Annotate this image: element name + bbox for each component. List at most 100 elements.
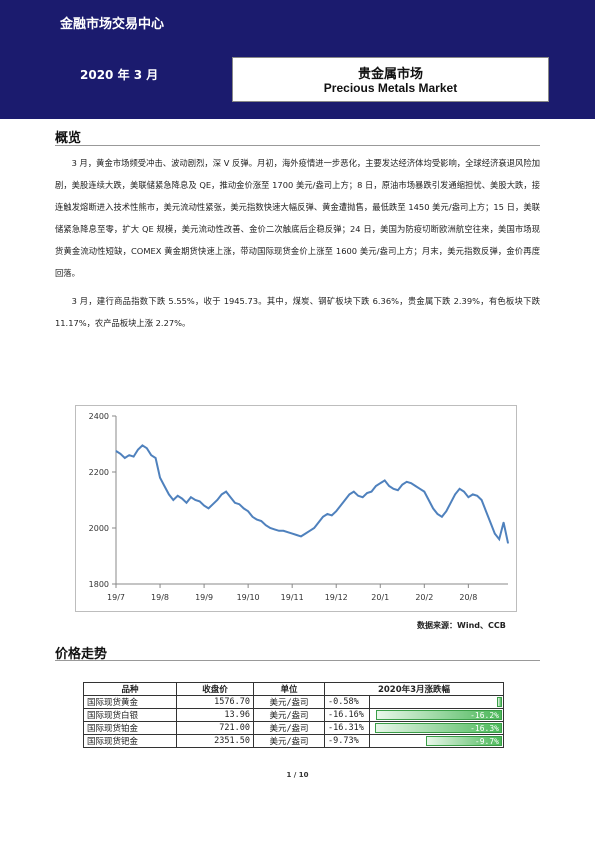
data-point [295, 534, 298, 536]
data-point [146, 447, 148, 449]
data-point [119, 453, 122, 455]
change-pct: -9.73% [324, 734, 370, 748]
data-point [322, 516, 324, 518]
data-point [177, 495, 179, 497]
paragraph: 3 月，黄金市场频受冲击、波动剧烈，深 V 反弹。月初，海外疫情进一步恶化，主要… [55, 158, 540, 278]
x-tick-label: 20/8 [459, 593, 477, 602]
divider [55, 145, 540, 146]
data-point [159, 477, 161, 479]
data-point [326, 513, 329, 515]
close-price: 13.96 [176, 708, 254, 722]
title-box: 贵金属市场 Precious Metals Market [232, 57, 549, 102]
x-tick-label: 19/12 [325, 593, 348, 602]
data-point [423, 491, 425, 493]
data-point [419, 488, 421, 490]
change-bar [497, 697, 502, 707]
change-bar-cell: -16.2% [369, 708, 504, 722]
top-bar: 金融市场交易中心 [0, 0, 595, 46]
data-point [375, 485, 377, 487]
paragraph: 3 月，建行商品指数下跌 5.55%，收于 1945.73。其中，煤炭、钢矿板块… [55, 296, 540, 328]
change-bar-label: -16.3% [470, 724, 499, 733]
data-point [150, 454, 152, 456]
metal-name: 国际现货铂金 [83, 721, 177, 735]
table-header: 品种 收盘价 单位 2020年3月涨跌幅 [83, 682, 504, 696]
data-point [229, 496, 232, 498]
data-point [243, 507, 245, 509]
data-point [141, 444, 144, 446]
data-point [300, 535, 302, 537]
data-point [357, 495, 359, 497]
unit: 美元/盎司 [253, 721, 325, 735]
y-tick-label: 2200 [89, 468, 109, 477]
change-pct: -16.31% [324, 721, 370, 735]
table-row: 国际现货黄金 1576.70 美元/盎司 -0.58% [83, 695, 504, 709]
y-tick-label: 1800 [89, 580, 109, 589]
unit: 美元/盎司 [253, 708, 325, 722]
data-point [445, 510, 447, 512]
change-bar-label: -16.2% [470, 711, 499, 720]
data-point [366, 492, 368, 494]
data-point [199, 500, 201, 502]
chart-svg: 1800 2000 2200 2400 19/7 19/8 19/9 19/10 19/11 19… [89, 412, 509, 602]
data-point [476, 495, 478, 497]
data-point [507, 542, 509, 544]
data-point [282, 530, 284, 532]
data-point [379, 482, 381, 484]
data-point [190, 496, 192, 498]
data-point [304, 533, 306, 535]
data-point [194, 499, 196, 501]
data-point [348, 493, 351, 495]
data-point [406, 481, 408, 483]
data-point [331, 514, 333, 516]
data-point [392, 488, 395, 490]
data-point [273, 528, 276, 530]
data-point [370, 491, 373, 493]
x-tick-label: 20/1 [371, 593, 389, 602]
table-row: 国际现货铂金 721.00 美元/盎司 -16.31% -16.3% [83, 721, 504, 735]
data-point [260, 520, 262, 522]
data-point [318, 521, 320, 523]
change-bar [376, 710, 502, 720]
col-header: 品种 [83, 682, 177, 696]
metal-name: 国际现货白银 [83, 708, 177, 722]
x-tick-label: 20/2 [415, 593, 433, 602]
section-heading-prices: 价格走势 [55, 647, 108, 662]
close-price: 1576.70 [176, 695, 254, 709]
data-point [432, 507, 434, 509]
data-point [251, 516, 254, 518]
close-price: 2351.50 [176, 734, 254, 748]
data-point [485, 510, 487, 512]
chart-source: 数据来源：Wind、CCB [417, 621, 506, 630]
x-tick-label: 19/9 [195, 593, 213, 602]
data-point [133, 456, 135, 458]
data-point [216, 499, 218, 501]
change-pct: -16.16% [324, 708, 370, 722]
change-bar-label: -9.7% [474, 737, 499, 746]
data-point [340, 505, 342, 507]
data-point [265, 524, 267, 526]
data-point [291, 533, 293, 535]
data-point [238, 503, 240, 505]
data-point [467, 496, 469, 498]
overview-text: 3 月，黄金市场频受冲击、波动剧烈，深 V 反弹。月初，海外疫情进一步恶化，主要… [55, 152, 540, 334]
data-point [247, 510, 249, 512]
data-point [163, 485, 166, 487]
data-point [124, 457, 126, 459]
data-point [313, 527, 315, 529]
change-bar [426, 736, 502, 746]
report-date: 2020 年 3 月 [80, 68, 159, 82]
x-tick-label: 19/7 [107, 593, 125, 602]
close-price: 721.00 [176, 721, 254, 735]
change-pct: -0.58% [324, 695, 370, 709]
x-tick-label: 19/10 [237, 593, 260, 602]
data-point [269, 527, 271, 529]
change-bar [375, 723, 502, 733]
data-point [502, 521, 505, 523]
price-chart: 1800 2000 2200 2400 19/7 19/8 19/9 19/10 19/11 19… [75, 405, 517, 612]
page-title: 贵金属市场 [357, 67, 423, 82]
data-point [256, 519, 258, 521]
org-name: 金融市场交易中心 [60, 17, 165, 32]
data-point [225, 491, 227, 493]
data-point [401, 484, 403, 486]
data-point [221, 493, 223, 495]
